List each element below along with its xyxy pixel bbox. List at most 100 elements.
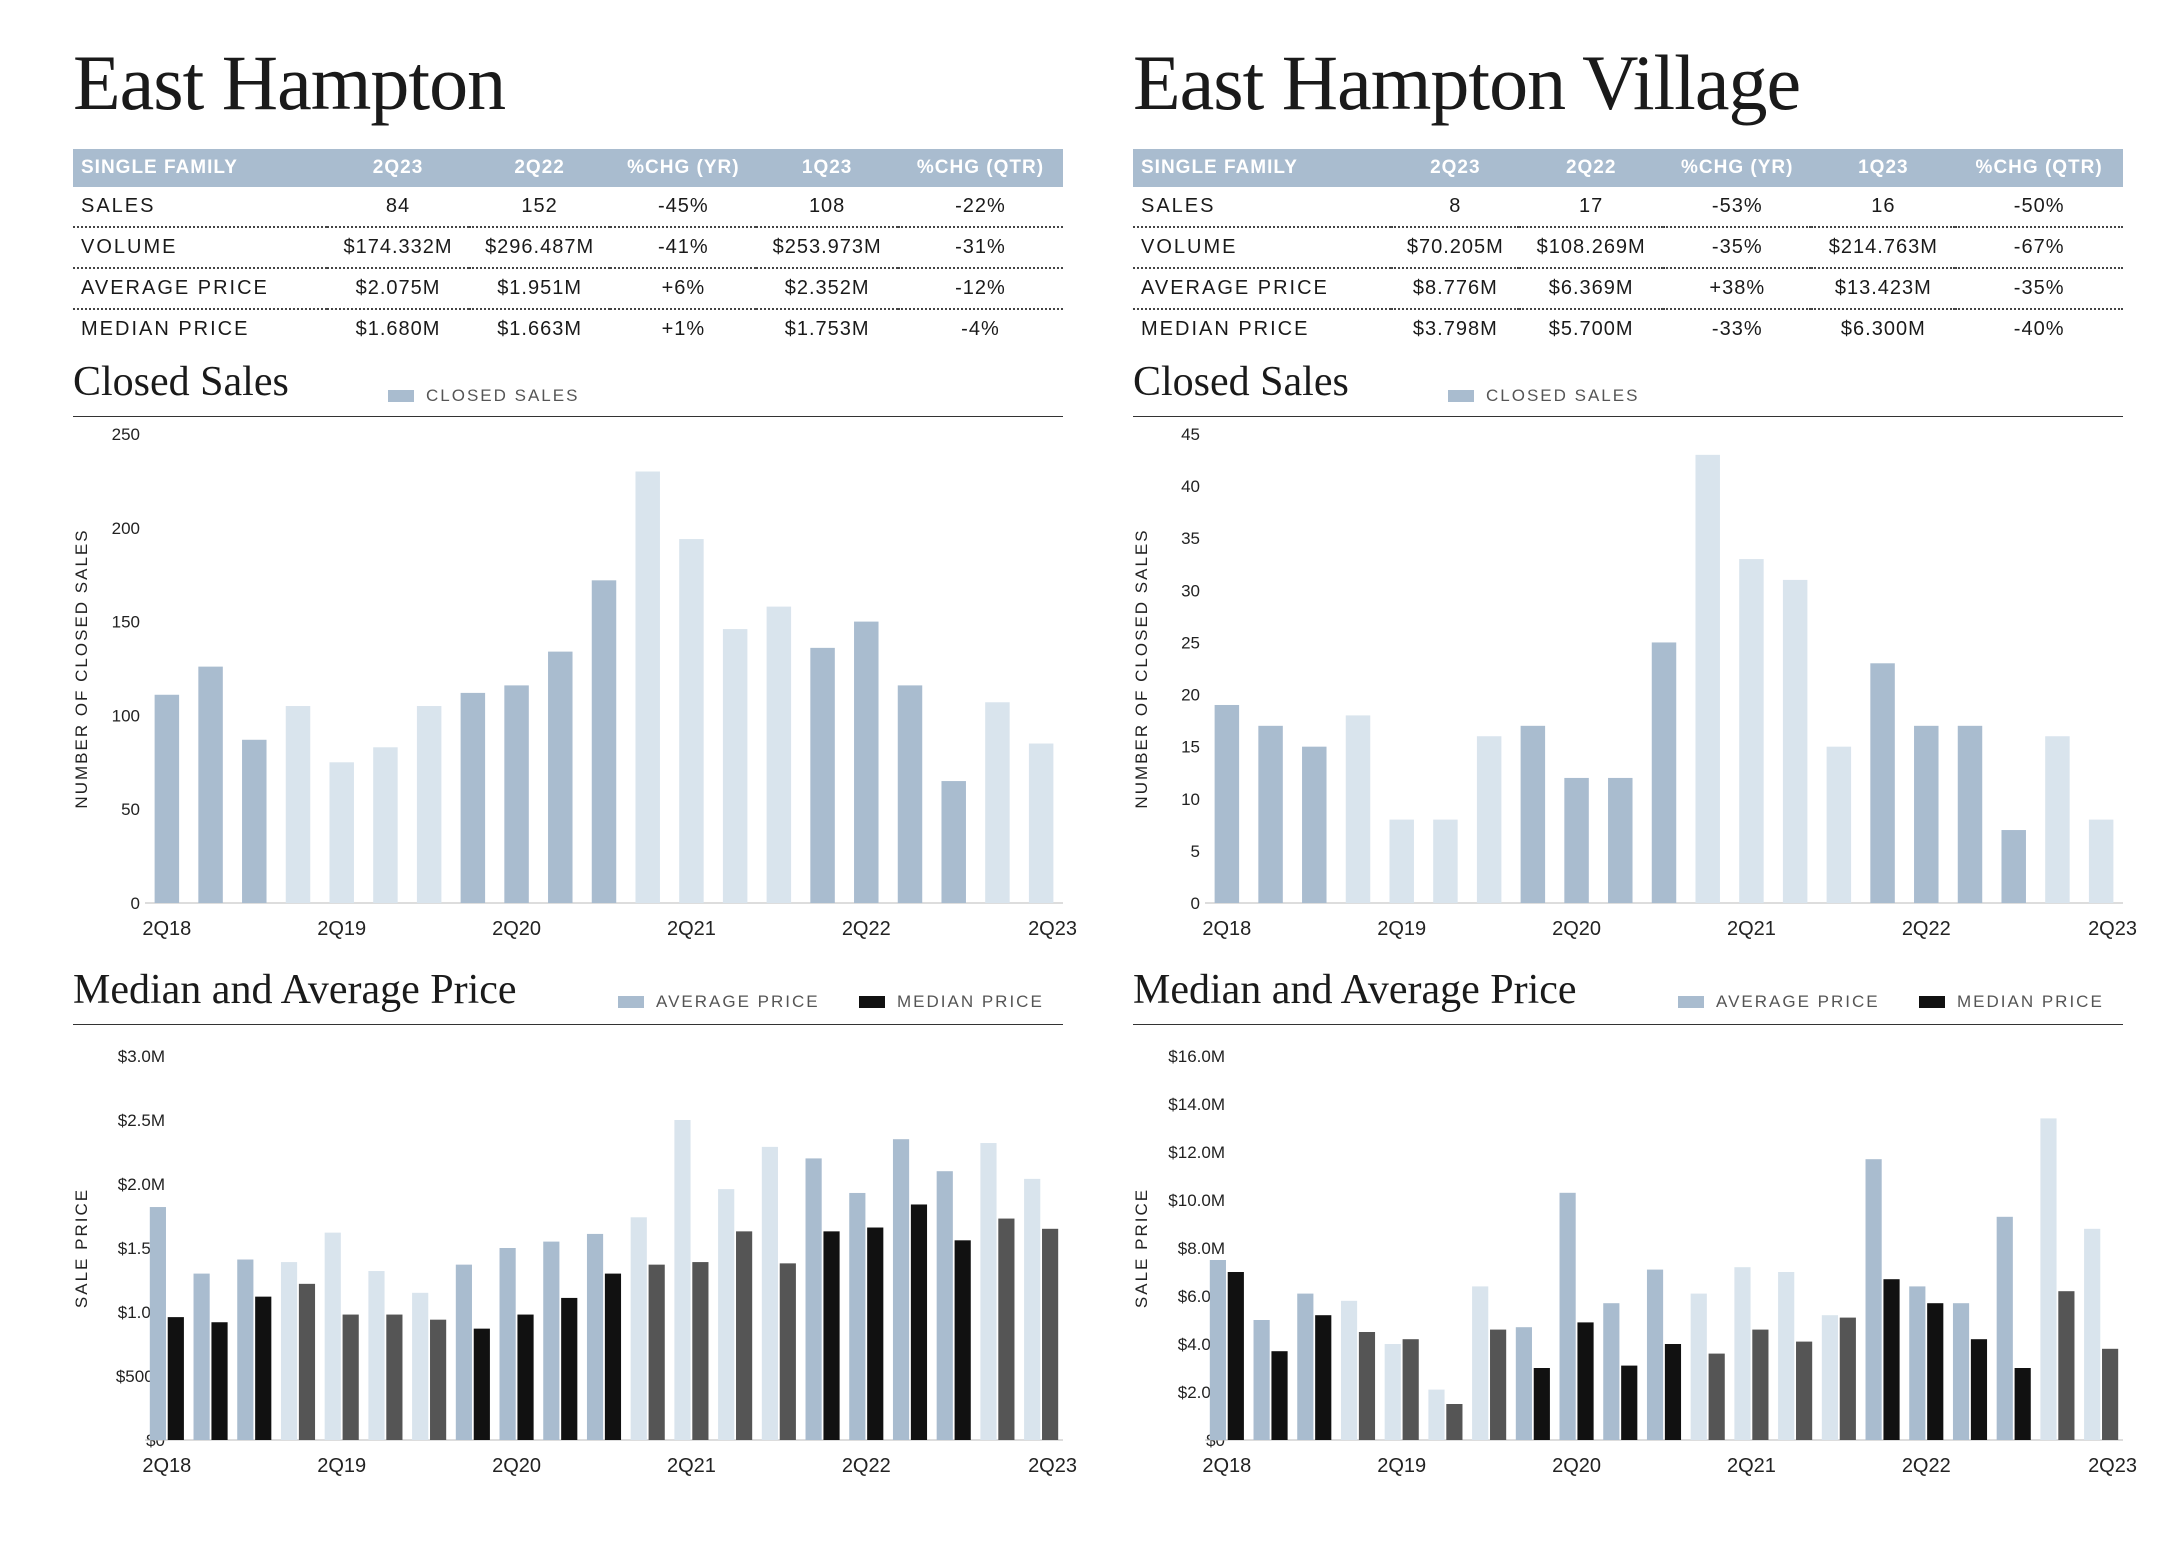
average-price-bar [1297, 1293, 1314, 1440]
average-price-bar [1778, 1272, 1795, 1440]
closed-sales-bar [1433, 819, 1458, 903]
x-tick-label: 2Q21 [1727, 918, 1776, 940]
average-price-bar [193, 1273, 210, 1440]
closed-sales-bar [941, 781, 966, 903]
median-price-bar [998, 1218, 1015, 1440]
median-price-bar [1796, 1341, 1813, 1440]
cell-1q23: $6.300M [1840, 318, 1926, 340]
panel-title: East Hampton [73, 39, 506, 126]
table-row: MEDIAN PRICE $3.798M $5.700M -33% $6.300… [1133, 309, 2123, 349]
legend-swatch [1448, 390, 1474, 402]
price-title: Median and Average Price [73, 967, 517, 1013]
price-chart: SALE PRICE$0$500K$1.0M$1.5M$2.0M$2.5M$3.… [72, 1047, 1077, 1477]
median-price-bar [1664, 1344, 1682, 1440]
cell-chg-qtr: -12% [897, 268, 1063, 310]
average-price-bar [1821, 1315, 1838, 1440]
cell-2q23: $3.798M [1412, 318, 1498, 340]
closed-sales-bar [1870, 663, 1895, 903]
header-single-family: SINGLE FAMILY [1133, 149, 1392, 187]
median-price-bar [1752, 1329, 1769, 1440]
cell-2q23: $8.776M [1391, 268, 1520, 310]
median-price-bar [736, 1231, 753, 1440]
y-axis-title: SALE PRICE [1132, 1188, 1151, 1308]
median-price-bar [2058, 1291, 2075, 1440]
average-price-bar [543, 1241, 560, 1440]
table-row: SALES 84 152 -45% 108 -22% [73, 187, 1063, 228]
closed-sales-bar [1957, 725, 1983, 903]
closed-sales-bar [810, 647, 835, 903]
median-price-bar [1315, 1315, 1332, 1440]
closed-sales-bar [679, 539, 704, 903]
x-tick-label: 2Q19 [317, 1455, 366, 1477]
closed-sales-bar [1389, 819, 1414, 903]
east-hampton-village-panel: East Hampton Village SINGLE FAMILY 2Q23 … [1132, 0, 2137, 1548]
closed-sales-bar [722, 629, 748, 903]
closed-sales-legend: CLOSED SALES [1448, 386, 1639, 406]
median-price-bar [1402, 1339, 1419, 1440]
closed-sales-bar [329, 762, 354, 903]
table-header-row: SINGLE FAMILY 2Q23 2Q22 %CHG (YR) 1Q23 %… [73, 149, 1063, 187]
median-price-bar [867, 1227, 884, 1440]
median-price-bar [342, 1314, 359, 1440]
average-price-bar [368, 1271, 385, 1440]
cell-chg-yr: +38% [1663, 268, 1812, 310]
header-chg-qtr: %CHG (QTR) [897, 149, 1063, 187]
average-price-bar [1515, 1327, 1532, 1440]
median-price-bar [1358, 1332, 1376, 1440]
median-price-bar [692, 1262, 709, 1440]
stats-table: SINGLE FAMILY 2Q23 2Q22 %CHG (YR) 1Q23 %… [1133, 149, 2123, 349]
price-chart: SALE PRICE$0$2.0M$4.0M$6.0M$8.0M$10.0M$1… [1132, 1047, 2137, 1477]
y-tick-label: 250 [112, 425, 140, 444]
average-price-legend: AVERAGE PRICE [1678, 992, 1880, 1012]
legend-label: AVERAGE PRICE [656, 992, 820, 1011]
average-price-bar [1603, 1303, 1620, 1440]
median-price-bar [1490, 1329, 1507, 1440]
cell-chg-yr: +6% [610, 268, 757, 310]
average-price-bar [1646, 1269, 1664, 1440]
average-price-bar [1996, 1216, 2013, 1440]
median-price-bar [1446, 1404, 1463, 1440]
header-chg-yr: %CHG (YR) [610, 149, 757, 187]
closed-sales-bar [1651, 642, 1677, 903]
median-price-bar [1577, 1322, 1594, 1440]
x-tick-label: 2Q23 [2088, 1455, 2137, 1477]
cell-2q23: $2.075M [327, 268, 469, 310]
x-tick-label: 2Q19 [317, 918, 366, 940]
y-tick-label: $14.0M [1168, 1095, 1225, 1114]
average-price-bar [149, 1207, 166, 1440]
cell-2q22: $6.369M [1519, 268, 1664, 310]
closed-sales-bar [1695, 454, 1720, 903]
closed-sales-legend: CLOSED SALES [388, 386, 579, 406]
median-price-bar [1970, 1339, 1988, 1440]
table-row: SALES 8 17 -53% 16 -50% [1133, 187, 2123, 228]
closed-sales-bar [1345, 715, 1371, 903]
y-tick-label: 15 [1181, 738, 1200, 757]
row-label: VOLUME [1133, 227, 1392, 269]
average-price-bar [586, 1233, 604, 1440]
x-tick-label: 2Q23 [2088, 918, 2137, 940]
y-tick-label: $2.5M [118, 1111, 165, 1130]
median-price-bar [823, 1231, 840, 1440]
closed-sales-bar [548, 651, 573, 903]
x-tick-label: 2Q21 [1727, 1455, 1776, 1477]
cell-1q23: $214.763M [1811, 227, 1956, 269]
average-price-bar [1384, 1344, 1401, 1440]
y-tick-label: 0 [131, 894, 140, 913]
cell-2q22: $1.951M [468, 268, 611, 310]
y-tick-label: $8.0M [1178, 1239, 1225, 1258]
median-price-bar [1042, 1228, 1059, 1440]
median-price-bar [648, 1264, 665, 1440]
cell-chg-yr: +1% [661, 318, 706, 340]
closed-sales-bar [1826, 746, 1852, 903]
average-price-bar [1428, 1389, 1445, 1440]
table-row: AVERAGE PRICE $2.075M $1.951M +6% $2.352… [73, 268, 1063, 310]
average-price-legend: AVERAGE PRICE [618, 992, 820, 1012]
closed-sales-bar [854, 621, 879, 903]
median-price-bar [2102, 1348, 2119, 1440]
table-header-row: SINGLE FAMILY 2Q23 2Q22 %CHG (YR) 1Q23 %… [1133, 149, 2123, 187]
average-price-bar [1952, 1303, 1970, 1440]
legend-swatch [618, 996, 644, 1008]
cell-chg-yr: -45% [610, 187, 757, 228]
closed-sales-bar [1520, 725, 1546, 903]
median-price-bar [954, 1240, 971, 1440]
